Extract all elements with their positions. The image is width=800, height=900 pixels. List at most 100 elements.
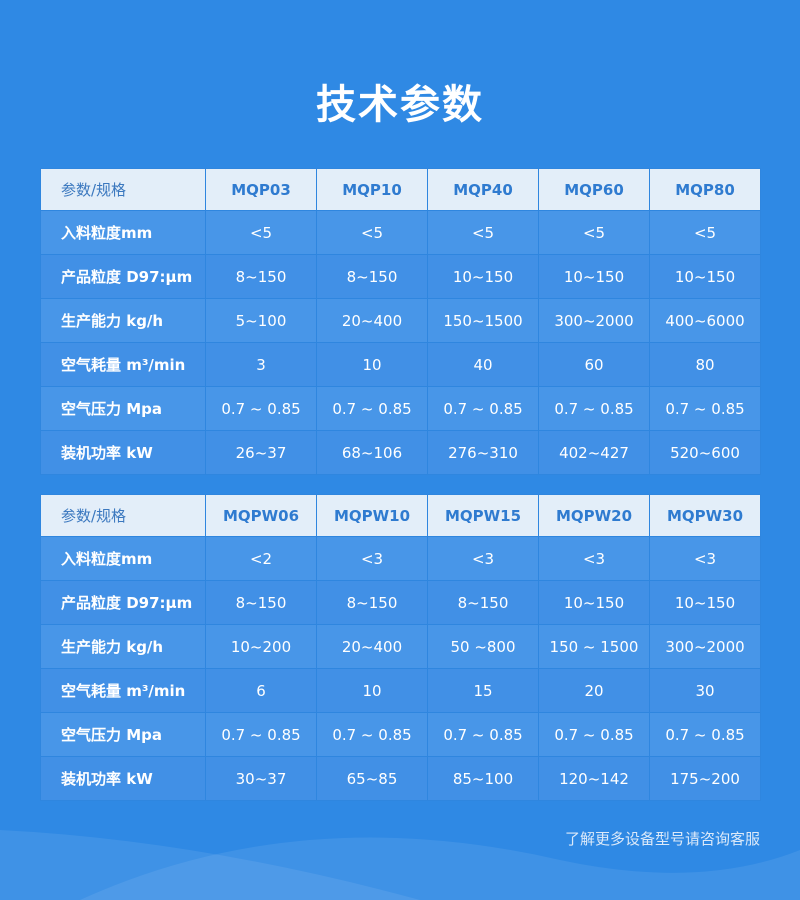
table-row: 空气耗量 m³/min 3 10 40 60 80	[40, 342, 761, 387]
value-cell: 60	[538, 342, 650, 387]
param-label: 装机功率 kW	[40, 756, 206, 801]
table-row: 产品粒度 D97:μm 8~150 8~150 10~150 10~150 10~150	[40, 254, 761, 299]
value-cell: 0.7 ~ 0.85	[538, 386, 650, 431]
value-cell: 300~2000	[649, 624, 761, 669]
value-cell: 80	[649, 342, 761, 387]
value-cell: 0.7 ~ 0.85	[205, 712, 317, 757]
value-cell: 30	[649, 668, 761, 713]
value-cell: 150~1500	[427, 298, 539, 343]
param-label: 空气耗量 m³/min	[40, 668, 206, 713]
value-cell: 0.7 ~ 0.85	[316, 386, 428, 431]
value-cell: 150 ~ 1500	[538, 624, 650, 669]
value-cell: <5	[316, 210, 428, 255]
model-header: MQP80	[649, 168, 761, 211]
value-cell: 0.7 ~ 0.85	[205, 386, 317, 431]
value-cell: 120~142	[538, 756, 650, 801]
value-cell: 20~400	[316, 298, 428, 343]
contact-note: 了解更多设备型号请咨询客服	[564, 830, 760, 848]
table-row: 装机功率 kW 26~37 68~106 276~310 402~427 520~600	[40, 430, 761, 475]
model-header: MQPW30	[649, 494, 761, 537]
value-cell: 0.7 ~ 0.85	[649, 712, 761, 757]
value-cell: 85~100	[427, 756, 539, 801]
param-label: 入料粒度mm	[40, 210, 206, 255]
model-header: MQP10	[316, 168, 428, 211]
value-cell: 10~150	[649, 580, 761, 625]
table-row: 入料粒度mm <2 <3 <3 <3 <3	[40, 536, 761, 581]
table-row: 装机功率 kW 30~37 65~85 85~100 120~142 175~200	[40, 756, 761, 801]
value-cell: 10	[316, 668, 428, 713]
value-cell: 50 ~800	[427, 624, 539, 669]
page-title: 技术参数	[316, 82, 484, 128]
table-row: 产品粒度 D97:μm 8~150 8~150 8~150 10~150 10~150	[40, 580, 761, 625]
value-cell: 0.7 ~ 0.85	[649, 386, 761, 431]
value-cell: 0.7 ~ 0.85	[427, 712, 539, 757]
value-cell: <5	[427, 210, 539, 255]
value-cell: 0.7 ~ 0.85	[316, 712, 428, 757]
header-row: 参数/规格 MQP03 MQP10 MQP40 MQP60 MQP80	[40, 168, 761, 211]
value-cell: 300~2000	[538, 298, 650, 343]
spec-table-mqpw: 参数/规格 MQPW06 MQPW10 MQPW15 MQPW20 MQPW30 入料粒度m…	[40, 494, 761, 801]
table-row: 空气压力 Mpa 0.7 ~ 0.85 0.7 ~ 0.85 0.7 ~ 0.85 0.…	[40, 712, 761, 757]
value-cell: 8~150	[427, 580, 539, 625]
value-cell: 276~310	[427, 430, 539, 475]
value-cell: 68~106	[316, 430, 428, 475]
value-cell: 8~150	[205, 254, 317, 299]
value-cell: 20~400	[316, 624, 428, 669]
header-row: 参数/规格 MQPW06 MQPW10 MQPW15 MQPW20 MQPW30	[40, 494, 761, 537]
value-cell: 400~6000	[649, 298, 761, 343]
param-label: 空气压力 Mpa	[40, 386, 206, 431]
param-label: 入料粒度mm	[40, 536, 206, 581]
param-label: 生产能力 kg/h	[40, 624, 206, 669]
value-cell: 8~150	[205, 580, 317, 625]
value-cell: 26~37	[205, 430, 317, 475]
value-cell: <5	[538, 210, 650, 255]
value-cell: 0.7 ~ 0.85	[427, 386, 539, 431]
value-cell: <5	[649, 210, 761, 255]
value-cell: 15	[427, 668, 539, 713]
value-cell: 20	[538, 668, 650, 713]
value-cell: 65~85	[316, 756, 428, 801]
value-cell: 520~600	[649, 430, 761, 475]
value-cell: 175~200	[649, 756, 761, 801]
value-cell: 3	[205, 342, 317, 387]
model-header: MQPW06	[205, 494, 317, 537]
value-cell: 5~100	[205, 298, 317, 343]
value-cell: 10~150	[538, 254, 650, 299]
model-header: MQPW20	[538, 494, 650, 537]
model-header: MQPW10	[316, 494, 428, 537]
model-header: MQP60	[538, 168, 650, 211]
spec-table-mqp: 参数/规格 MQP03 MQP10 MQP40 MQP60 MQP80 入料粒度mm <5 <5…	[40, 168, 761, 475]
param-label: 空气耗量 m³/min	[40, 342, 206, 387]
param-label: 生产能力 kg/h	[40, 298, 206, 343]
value-cell: 0.7 ~ 0.85	[538, 712, 650, 757]
value-cell: 30~37	[205, 756, 317, 801]
value-cell: 10~200	[205, 624, 317, 669]
value-cell: 8~150	[316, 254, 428, 299]
table-row: 空气压力 Mpa 0.7 ~ 0.85 0.7 ~ 0.85 0.7 ~ 0.85 0.…	[40, 386, 761, 431]
param-header: 参数/规格	[40, 494, 206, 537]
model-header: MQPW15	[427, 494, 539, 537]
value-cell: <3	[316, 536, 428, 581]
table-row: 入料粒度mm <5 <5 <5 <5 <5	[40, 210, 761, 255]
value-cell: <3	[427, 536, 539, 581]
param-label: 装机功率 kW	[40, 430, 206, 475]
model-header: MQP40	[427, 168, 539, 211]
value-cell: 10	[316, 342, 428, 387]
model-header: MQP03	[205, 168, 317, 211]
value-cell: 10~150	[427, 254, 539, 299]
value-cell: 10~150	[649, 254, 761, 299]
value-cell: 10~150	[538, 580, 650, 625]
value-cell: 402~427	[538, 430, 650, 475]
value-cell: 8~150	[316, 580, 428, 625]
table-row: 生产能力 kg/h 10~200 20~400 50 ~800 150 ~ 1500 30…	[40, 624, 761, 669]
table-row: 空气耗量 m³/min 6 10 15 20 30	[40, 668, 761, 713]
param-header: 参数/规格	[40, 168, 206, 211]
value-cell: 40	[427, 342, 539, 387]
param-label: 空气压力 Mpa	[40, 712, 206, 757]
value-cell: <5	[205, 210, 317, 255]
value-cell: <3	[538, 536, 650, 581]
param-label: 产品粒度 D97:μm	[40, 580, 206, 625]
table-row: 生产能力 kg/h 5~100 20~400 150~1500 300~2000 400~…	[40, 298, 761, 343]
value-cell: 6	[205, 668, 317, 713]
